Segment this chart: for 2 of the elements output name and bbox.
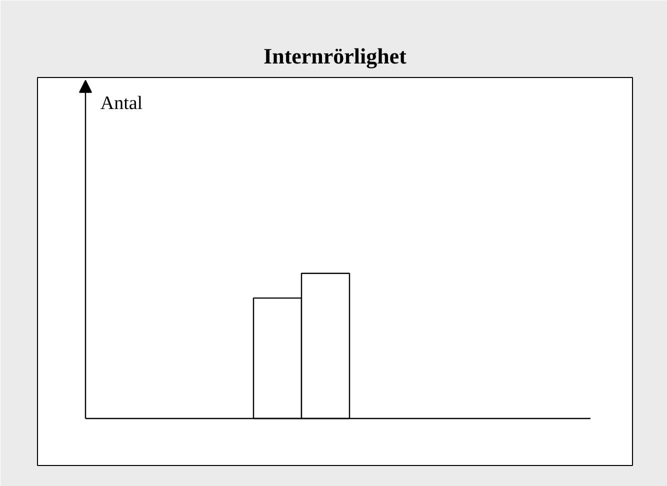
chart-title: Internrörlighet bbox=[264, 44, 408, 68]
text: Antal bbox=[100, 92, 143, 114]
